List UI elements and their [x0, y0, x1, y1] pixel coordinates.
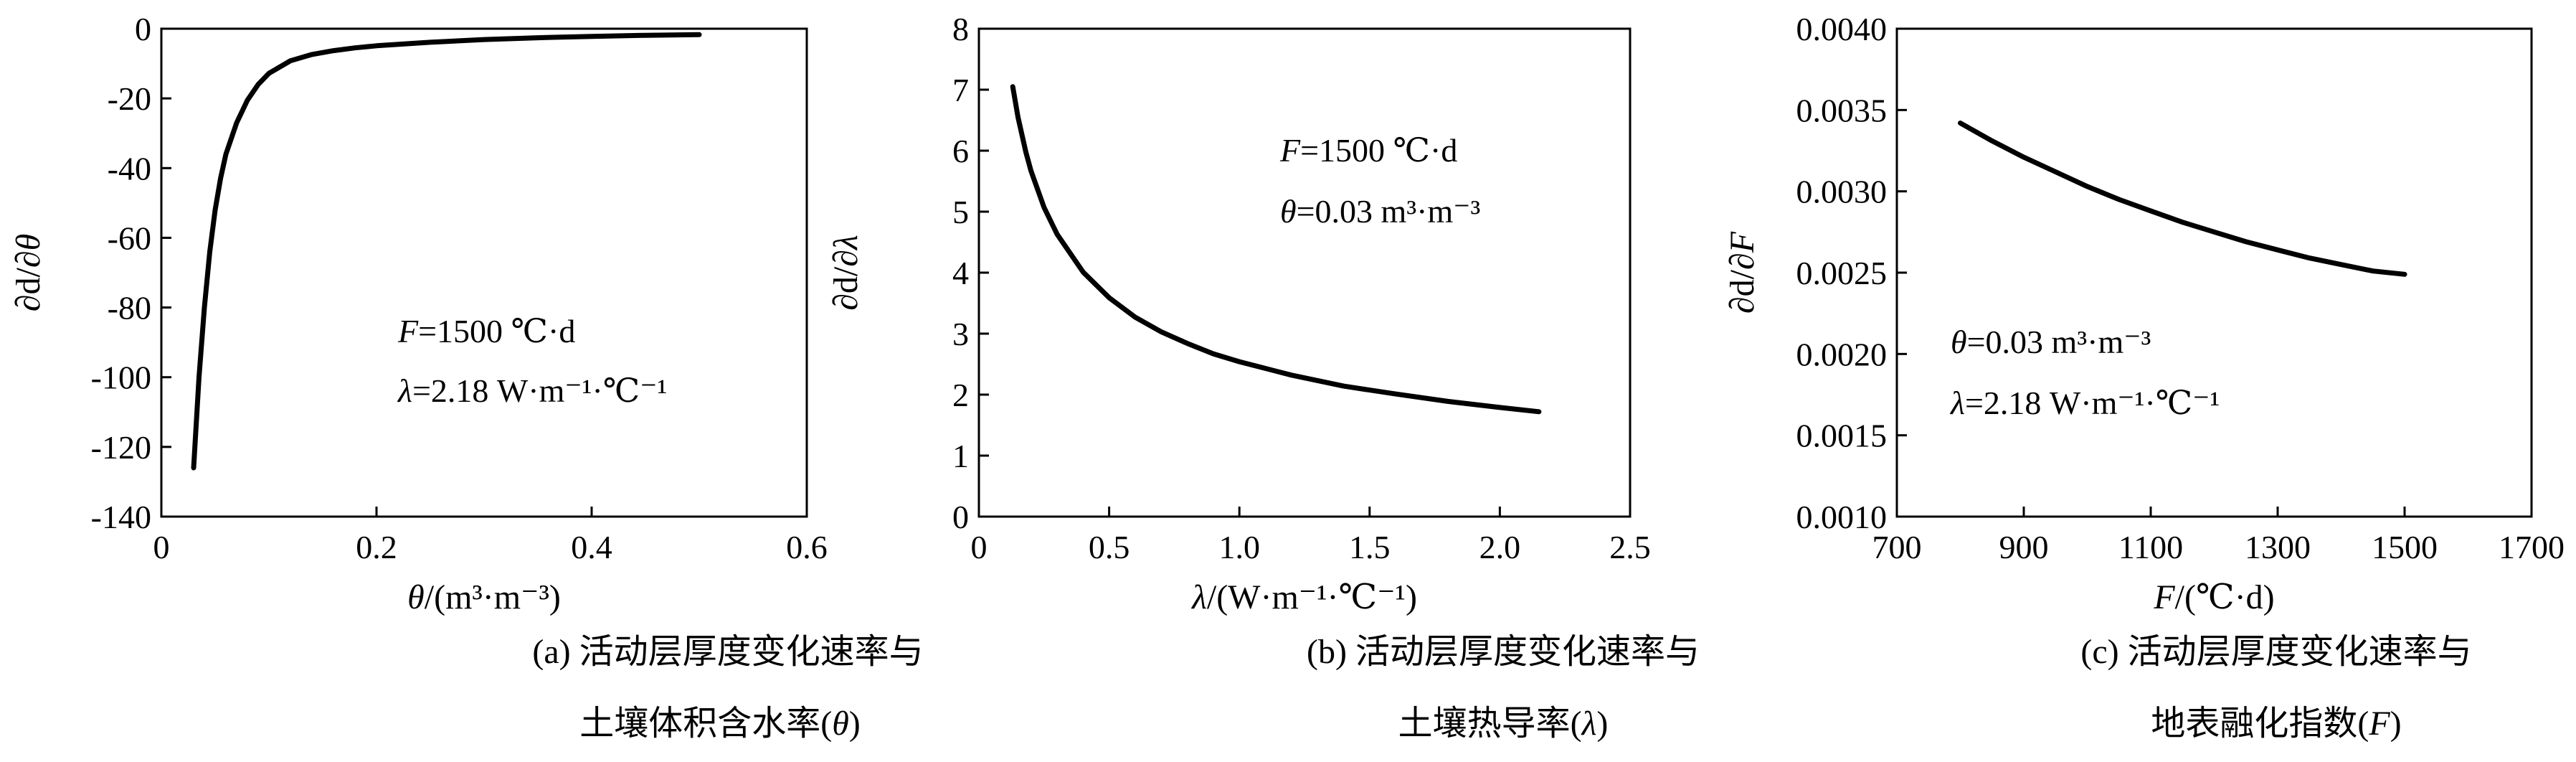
panel-a: 0 0.2 0.4 0.6 0 -20 -40 -60 -80 -100 -120 -140 θ/(m³…: [9, 11, 924, 743]
y-tick-label: 0: [135, 11, 151, 47]
x-tick-label: 1500: [2372, 529, 2438, 565]
y-tick-label: 0.0040: [1796, 11, 1888, 47]
x-tick-label: 0.2: [356, 529, 397, 565]
x-tick-label: 900: [1999, 529, 2049, 565]
y-tick-label: -100: [91, 359, 151, 396]
x-tick-label: 1300: [2245, 529, 2311, 565]
plot-frame: [160, 27, 808, 518]
y-tick-label: -40: [108, 150, 151, 187]
x-tick-label: 0.4: [571, 529, 612, 565]
panel-caption: 土壤热导率(λ): [1398, 705, 1609, 743]
panel-caption: (c) 活动层厚度变化速率与: [2080, 633, 2471, 671]
x-tick-label: 2.5: [1609, 529, 1651, 565]
y-tick-label: -140: [91, 499, 151, 535]
x-tick-label: 0.5: [1089, 529, 1130, 565]
y-tick-label: 6: [952, 133, 969, 169]
y-tick-label: 0.0020: [1796, 336, 1888, 372]
y-tick-label: -60: [108, 220, 151, 256]
plot-frame: [977, 27, 1632, 518]
y-tick-label: 0: [952, 499, 969, 535]
annotation-text: θ=0.03 m³·m⁻³: [1280, 193, 1480, 230]
panel-caption: 地表融化指数(F): [2151, 705, 2401, 743]
x-tick-label: 1700: [2499, 529, 2565, 565]
series-line: [1958, 121, 2407, 277]
y-tick-label: 1: [952, 438, 969, 474]
y-tick-label: 4: [952, 255, 969, 291]
panel-c: 700 900 1100 1300 1500 1700 0.0010 0.0015 0.0020…: [1723, 11, 2565, 743]
x-tick-label: 2.0: [1479, 529, 1521, 565]
y-axis-label: ∂d/∂λ: [827, 235, 865, 311]
annotation-text: λ=2.18 W·m⁻¹·℃⁻¹: [397, 372, 667, 409]
x-tick-label: 0.6: [786, 529, 828, 565]
y-tick-label: -80: [108, 290, 151, 326]
y-tick-label: 0.0035: [1796, 92, 1888, 128]
x-tick-label: 0: [971, 529, 988, 565]
y-tick-label: 5: [952, 194, 969, 230]
panel-caption: (b) 活动层厚度变化速率与: [1307, 633, 1700, 671]
plot-frame: [1895, 27, 2533, 518]
annotation-text: θ=0.03 m³·m⁻³: [1951, 324, 2151, 360]
panel-caption: 土壤体积含水率(θ): [579, 705, 861, 743]
y-tick-label: 2: [952, 377, 969, 413]
panel-caption: (a) 活动层厚度变化速率与: [532, 633, 923, 671]
y-tick-label: -120: [91, 429, 151, 466]
series-line: [1010, 84, 1542, 415]
x-axis-label: λ/(W·m⁻¹·℃⁻¹): [1190, 578, 1417, 616]
y-tick-label: 8: [952, 11, 969, 47]
annotation-text: F=1500 ℃·d: [1279, 132, 1457, 169]
x-tick-label: 0: [153, 529, 170, 565]
y-tick-label: 0.0010: [1796, 499, 1888, 535]
y-tick-label: 3: [952, 316, 969, 352]
y-tick-label: -20: [108, 80, 151, 117]
x-tick-label: 1.5: [1349, 529, 1391, 565]
x-axis-label: θ/(m³·m⁻³): [407, 578, 561, 616]
y-tick-label: 0.0030: [1796, 174, 1888, 210]
panel-b: 0 0.5 1.0 1.5 2.0 2.5 0 1 2 3 4 5 6 7 8 λ/(W·m⁻¹·℃⁻¹) ∂d…: [827, 11, 1700, 743]
x-tick-label: 1.0: [1218, 529, 1260, 565]
y-axis-label: ∂d/∂θ: [9, 234, 47, 311]
annotation-text: λ=2.18 W·m⁻¹·℃⁻¹: [1949, 385, 2220, 421]
x-axis-label: F/(℃·d): [2153, 578, 2274, 616]
y-axis-label: ∂d/∂F: [1723, 231, 1761, 314]
x-tick-label: 700: [1872, 529, 1922, 565]
series-line: [191, 32, 702, 471]
annotation-text: F=1500 ℃·d: [397, 313, 575, 349]
y-tick-label: 0.0015: [1796, 418, 1888, 454]
x-tick-label: 1100: [2118, 529, 2183, 565]
y-tick-label: 7: [952, 72, 969, 108]
y-tick-label: 0.0025: [1796, 255, 1888, 291]
